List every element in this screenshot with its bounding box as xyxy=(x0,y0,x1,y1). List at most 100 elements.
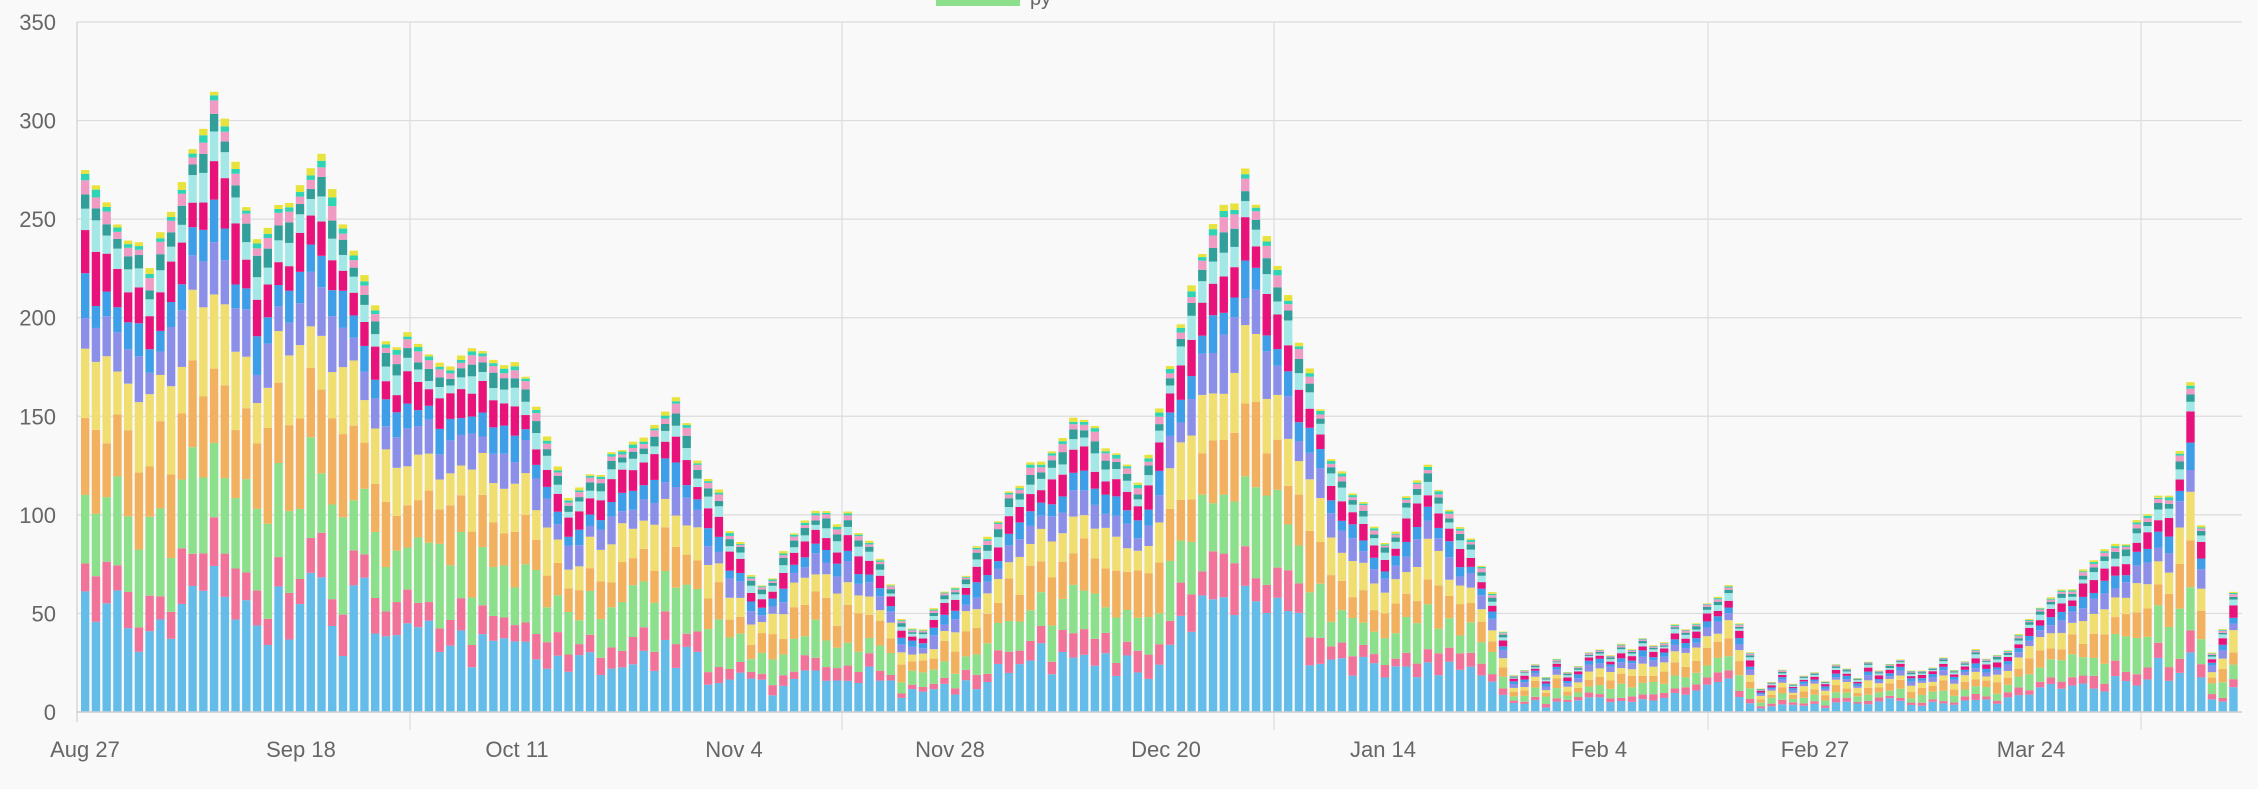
bar-segment xyxy=(1595,697,1604,712)
bar-segment xyxy=(2014,687,2023,696)
bar-segment xyxy=(1531,664,1540,666)
bar-segment xyxy=(188,360,197,448)
bar-segment xyxy=(1992,667,2002,670)
bar-segment xyxy=(1326,467,1336,474)
bar-segment xyxy=(1520,673,1529,676)
bar-segment xyxy=(822,528,831,539)
bar-segment xyxy=(360,285,369,295)
bar-segment xyxy=(2078,683,2088,712)
bar-segment xyxy=(1896,700,1905,712)
bar-segment xyxy=(1176,324,1185,328)
bar-segment xyxy=(1337,580,1347,611)
bar-segment xyxy=(1982,672,1991,677)
bar-segment xyxy=(1595,694,1604,698)
bar-segment xyxy=(940,593,949,596)
bar-segment xyxy=(1874,697,1884,702)
bar-segment xyxy=(2089,633,2098,658)
bar-segment xyxy=(1133,482,1143,485)
bar-segment xyxy=(1917,672,1927,674)
bar-segment xyxy=(854,533,863,535)
bar-segment xyxy=(1702,677,1712,685)
bar-segment xyxy=(1337,658,1347,712)
bar-segment xyxy=(467,433,477,470)
bar-segment xyxy=(843,604,853,643)
bar-segment xyxy=(2046,648,2056,660)
bar xyxy=(768,578,777,712)
bar-segment xyxy=(2207,694,2217,700)
bar-segment xyxy=(693,478,702,488)
bar-segment xyxy=(553,475,562,485)
legend-label: py xyxy=(1030,0,1051,10)
bar-segment xyxy=(1531,665,1540,666)
bar-segment xyxy=(1821,684,1830,687)
bar-segment xyxy=(242,207,251,211)
bar xyxy=(2046,597,2056,712)
bar xyxy=(478,351,487,712)
bar-segment xyxy=(392,437,401,468)
bar-segment xyxy=(1477,565,1486,567)
bar-segment xyxy=(2121,614,2131,637)
bar-segment xyxy=(1305,373,1314,377)
bar-segment xyxy=(424,389,434,406)
bar-segment xyxy=(714,506,724,517)
bar-segment xyxy=(1638,646,1647,651)
bar-segment xyxy=(1326,463,1336,468)
bar-segment xyxy=(843,561,853,583)
bar-segment xyxy=(908,670,917,685)
bar-segment xyxy=(1842,668,1851,670)
bar-segment xyxy=(1574,666,1583,667)
bar-segment xyxy=(2143,679,2152,712)
bar xyxy=(1960,661,1970,712)
bar-segment xyxy=(328,290,337,317)
bar-segment xyxy=(811,515,820,521)
bar-segment xyxy=(1627,675,1637,688)
bar-segment xyxy=(2111,588,2120,598)
bar-segment xyxy=(1316,663,1325,712)
bar-segment xyxy=(1541,677,1551,679)
bar-segment xyxy=(1455,530,1465,534)
bar-segment xyxy=(2229,679,2238,688)
bar-segment xyxy=(2046,683,2056,712)
bar-segment xyxy=(575,529,584,546)
bar-segment xyxy=(1488,652,1497,675)
bar-segment xyxy=(403,332,412,337)
bar-segment xyxy=(2078,657,2088,676)
bar-segment xyxy=(1939,703,1948,712)
bar-segment xyxy=(2229,617,2238,624)
bar-segment xyxy=(1165,435,1175,469)
bar-segment xyxy=(564,505,573,512)
bar-segment xyxy=(177,224,187,243)
bar-segment xyxy=(435,628,444,652)
bar-segment xyxy=(2078,583,2088,597)
bar-segment xyxy=(639,650,648,712)
bar xyxy=(1445,509,1454,712)
bar-segment xyxy=(306,168,315,176)
bar-segment xyxy=(2207,665,2217,673)
bar-segment xyxy=(1488,605,1497,612)
bar-segment xyxy=(521,564,530,623)
bar-segment xyxy=(1380,613,1390,639)
bar-segment xyxy=(703,488,713,497)
bar-segment xyxy=(918,632,928,635)
bar-segment xyxy=(2132,612,2141,638)
bar-segment xyxy=(897,637,906,645)
bar-segment xyxy=(1488,593,1497,596)
bar-segment xyxy=(596,483,605,492)
bar-segment xyxy=(596,529,605,550)
bar-segment xyxy=(220,228,230,261)
bar-segment xyxy=(220,596,230,712)
bar-segment xyxy=(1488,592,1497,594)
bar-segment xyxy=(1509,702,1518,712)
bar-segment xyxy=(1058,474,1067,497)
bar-segment xyxy=(768,634,777,660)
bar-segment xyxy=(1606,680,1615,689)
bar-segment xyxy=(1284,524,1293,571)
bar-segment xyxy=(2175,479,2184,491)
bar-segment xyxy=(2100,551,2109,553)
bar-segment xyxy=(446,385,455,394)
bar-segment xyxy=(1649,646,1658,648)
bar-segment xyxy=(1509,675,1518,676)
bar-segment xyxy=(736,544,745,547)
bar-segment xyxy=(1917,671,1927,673)
bar-segment xyxy=(736,597,745,617)
